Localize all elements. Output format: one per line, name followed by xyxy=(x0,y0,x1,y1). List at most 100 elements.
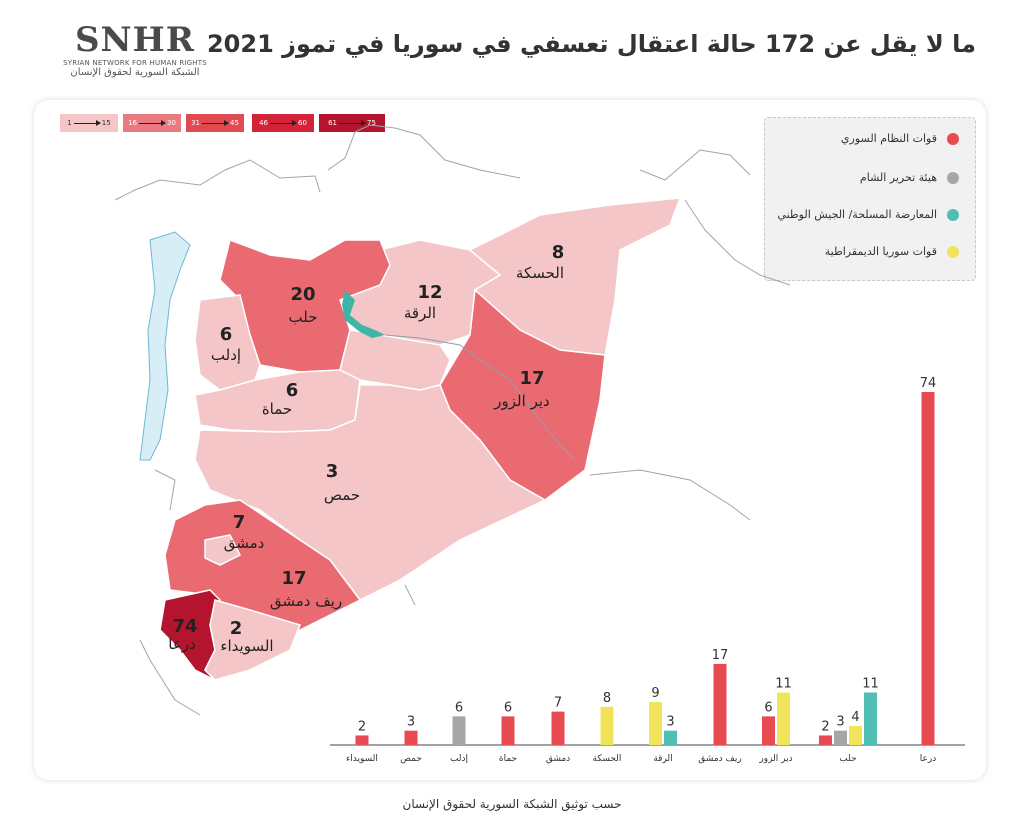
legend-item: قوات النظام السوري xyxy=(841,132,959,145)
border-line xyxy=(139,639,201,716)
category-label: ريف دمشق xyxy=(698,754,741,764)
arrow-icon xyxy=(270,119,297,126)
bar-value-label: 11 xyxy=(775,677,792,692)
scale-to: 75 xyxy=(367,119,376,127)
category-label: حلب xyxy=(839,754,856,764)
bar-value-label: 11 xyxy=(862,677,879,692)
bar-1-0 xyxy=(819,735,832,745)
scale-from: 31 xyxy=(191,119,200,127)
map-num-aleppo: 20 xyxy=(290,284,315,305)
bar-1-1 xyxy=(834,730,847,745)
logo-english: SYRIAN NETWORK FOR HUMAN RIGHTS xyxy=(63,59,207,67)
bar-4-2 xyxy=(649,702,662,745)
bar-value-label: 2 xyxy=(358,719,366,734)
map-num-idlib: 6 xyxy=(220,324,233,345)
footer-source: حسب توثيق الشبكة السورية لحقوق الإنسان xyxy=(402,797,622,811)
region-sweida xyxy=(204,599,302,681)
category-label: الرقة xyxy=(653,754,672,764)
bar-4-3 xyxy=(664,730,677,745)
neighbor-borders xyxy=(114,124,791,716)
map-name-aleppo: حلب xyxy=(289,308,318,326)
region-damascus xyxy=(204,534,242,566)
arrow-icon xyxy=(73,119,101,126)
category-label: السويداء xyxy=(346,754,378,764)
scale-from: 16 xyxy=(128,119,137,127)
map-num-hasakah: 8 xyxy=(552,242,565,263)
map-num-raqqa: 12 xyxy=(417,282,442,303)
bar-8-1 xyxy=(452,716,466,745)
map-name-daraa: درعا xyxy=(168,635,195,653)
legend-item: قوات سوريا الديمقراطية xyxy=(825,245,959,258)
bar-3-0 xyxy=(713,663,727,745)
border-line xyxy=(589,469,751,521)
category-label: حمص xyxy=(400,754,422,764)
bar-value-label: 7 xyxy=(554,696,562,711)
border-line xyxy=(327,124,396,171)
category-label: حماة xyxy=(499,754,517,764)
scale-to: 60 xyxy=(298,119,307,127)
bar-1-2 xyxy=(849,725,862,745)
bar-2-2 xyxy=(777,692,790,745)
arrow-icon xyxy=(202,119,229,126)
scale-item-5: 61 75 xyxy=(319,114,385,132)
euphrates-river xyxy=(384,334,576,461)
chart-title: ما لا يقل عن 172 حالة اعتقال تعسفي في سو… xyxy=(206,30,976,58)
scale-from: 46 xyxy=(259,119,268,127)
category-label: إدلب xyxy=(450,754,468,764)
category-label: دير الزور xyxy=(758,754,792,764)
bar-9-0 xyxy=(404,730,418,745)
bar-0-0 xyxy=(921,392,935,745)
map-name-damascus: دمشق xyxy=(224,534,265,552)
arrow-icon xyxy=(339,119,366,126)
map-name-rif-dimashq: ريف دمشق xyxy=(270,592,342,610)
map-name-deir-ez-zor: دير الزور xyxy=(493,392,549,410)
bar-value-label: 6 xyxy=(455,700,463,715)
map-num-daraa: 74 xyxy=(172,616,197,637)
legend-item: المعارضة المسلحة/ الجيش الوطني xyxy=(777,208,959,221)
category-label: درعا xyxy=(920,754,936,764)
bar-value-label: 3 xyxy=(666,715,674,730)
legend-label: المعارضة المسلحة/ الجيش الوطني xyxy=(777,208,937,221)
bar-value-label: 3 xyxy=(407,715,415,730)
legend-dot xyxy=(947,208,959,221)
category-label: دمشق xyxy=(546,754,570,764)
sea xyxy=(139,231,191,461)
map-name-hasakah: الحسكة xyxy=(516,264,564,282)
map-name-sweida: السويداء xyxy=(220,637,273,655)
bar-10-0 xyxy=(355,735,369,745)
bar-value-label: 8 xyxy=(603,691,611,706)
map-name-idlib: إدلب xyxy=(211,346,241,364)
bar-7-0 xyxy=(501,716,515,745)
logo-arabic: الشبكة السورية لحقوق الإنسان xyxy=(70,67,200,78)
bar-value-label: 6 xyxy=(764,700,772,715)
border-line xyxy=(154,469,176,511)
lake-assad xyxy=(342,290,385,338)
scale-to: 30 xyxy=(167,119,176,127)
bar-value-label: 2 xyxy=(821,719,829,734)
bar-2-0 xyxy=(762,716,775,745)
logo-wordmark: SNHR xyxy=(74,20,195,60)
legend-dot xyxy=(947,245,959,258)
legend-label: هيئة تحرير الشام xyxy=(859,171,937,184)
bar-5-2 xyxy=(600,706,614,745)
map-name-homs: حمص xyxy=(324,486,360,504)
legend-item: هيئة تحرير الشام xyxy=(860,171,959,184)
border-line xyxy=(394,127,521,179)
scale-item-4: 46 60 xyxy=(252,114,314,132)
bar-1-3 xyxy=(864,692,877,745)
scale-from: 1 xyxy=(67,119,72,127)
border-line xyxy=(114,159,321,201)
legend-label: قوات النظام السوري xyxy=(840,132,937,145)
legend-label: قوات سوريا الديمقراطية xyxy=(824,245,937,258)
map-num-hama: 6 xyxy=(286,380,299,401)
bar-value-label: 6 xyxy=(504,700,512,715)
map-labels: 20 حلب 12 الرقة 8 الحسكة 6 إدلب 6 حماة 1… xyxy=(168,242,564,655)
legend-dot xyxy=(947,171,959,184)
scale-to: 15 xyxy=(101,119,111,127)
bar-value-label: 3 xyxy=(836,715,844,730)
legend-dot xyxy=(947,132,959,145)
bar-value-label: 17 xyxy=(712,648,729,663)
map-num-deir-ez-zor: 17 xyxy=(519,368,544,389)
